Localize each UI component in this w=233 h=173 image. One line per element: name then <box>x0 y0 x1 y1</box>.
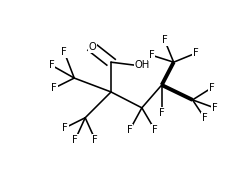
Text: F: F <box>212 103 217 113</box>
Text: F: F <box>62 123 68 133</box>
Text: F: F <box>159 108 164 118</box>
Text: F: F <box>162 35 168 45</box>
Text: F: F <box>72 135 78 145</box>
Text: F: F <box>152 125 158 135</box>
Text: F: F <box>48 60 54 70</box>
Text: OH: OH <box>135 60 150 70</box>
Text: F: F <box>193 48 199 58</box>
Text: O: O <box>88 42 96 52</box>
Text: F: F <box>202 113 207 123</box>
Text: F: F <box>149 50 155 60</box>
Text: F: F <box>51 83 57 93</box>
Text: F: F <box>209 83 214 93</box>
Text: F: F <box>127 125 133 135</box>
Text: F: F <box>92 135 98 145</box>
Text: F: F <box>62 47 67 57</box>
